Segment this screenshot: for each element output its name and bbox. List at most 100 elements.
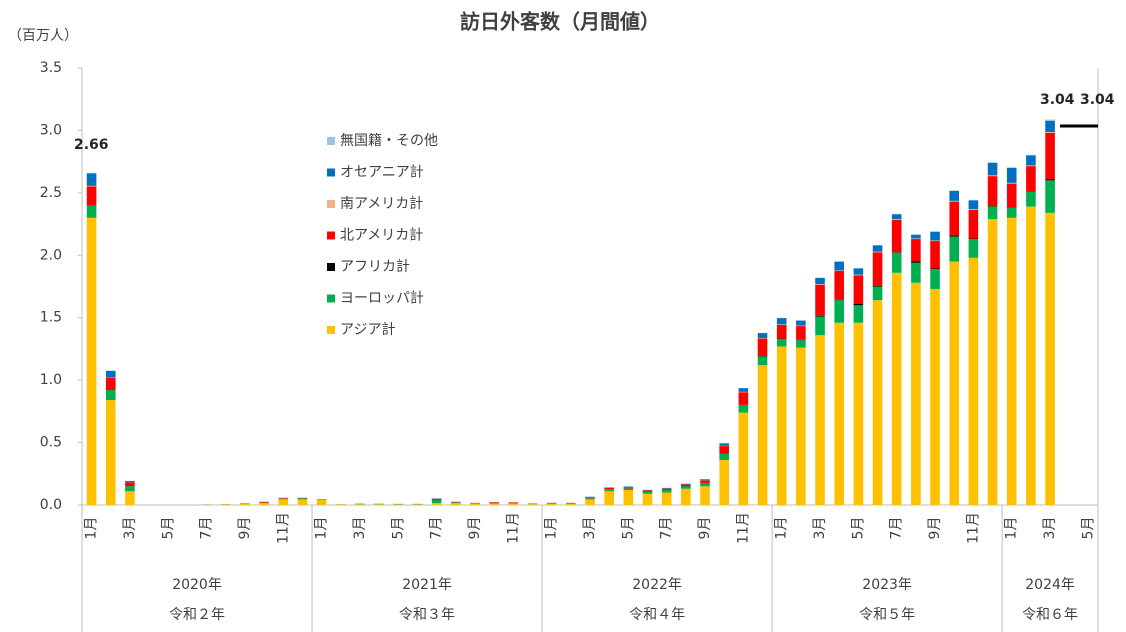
y-tick-label: 1.5 (40, 310, 62, 326)
bar-segment (815, 284, 825, 316)
bar-segment (1006, 207, 1017, 218)
bar-segment (700, 486, 710, 505)
bar-segment (968, 239, 979, 258)
x-tick-label: 3月 (582, 517, 598, 540)
bar-segment (86, 217, 97, 506)
bar-segment (125, 486, 135, 492)
bar-segment (1026, 155, 1036, 166)
bar-segment (623, 490, 634, 505)
bar-segment (930, 241, 940, 269)
era-label: 令和４年 (629, 607, 685, 623)
data-label: 3.04 (1040, 92, 1075, 108)
bar-segment (1006, 217, 1017, 506)
year-label: 2024年 (1025, 577, 1075, 593)
bar-segment (911, 239, 921, 262)
legend-swatch (327, 168, 335, 177)
bar-segment (642, 493, 653, 505)
bar-segment (431, 498, 442, 500)
bar-segment (86, 185, 97, 187)
year-label: 2022年 (632, 577, 682, 593)
bar-segment (1006, 167, 1017, 168)
bar-segment (700, 479, 710, 481)
bar-segment (585, 498, 595, 500)
bar-segment (1026, 191, 1036, 207)
bar-segment (125, 481, 135, 483)
bar-segment (834, 271, 844, 300)
bar-segment (930, 269, 940, 289)
bar-segment (815, 335, 825, 505)
x-tick-label: 5月 (1080, 517, 1096, 540)
y-tick-label: 2.5 (40, 185, 62, 201)
bar-segment (86, 173, 97, 186)
bar-segment (681, 483, 691, 485)
bar-segment (431, 503, 442, 505)
bar-segment (719, 453, 729, 461)
bar-segment (815, 284, 825, 285)
y-tick-label: 1.0 (40, 372, 62, 388)
bar-segment (1045, 212, 1055, 505)
bar-segment (757, 356, 768, 366)
bar-segment (259, 501, 269, 503)
x-tick-label: 7月 (659, 517, 675, 540)
bar-segment (930, 240, 940, 242)
bar-segment (911, 234, 921, 239)
bar-segment (872, 286, 883, 301)
bar-segment (451, 502, 461, 504)
year-label: 2023年 (862, 577, 912, 593)
bar-segment (489, 503, 499, 505)
bar-segment (815, 316, 825, 336)
legend-swatch (327, 326, 335, 334)
bar-segment (527, 504, 538, 505)
bar-segment (412, 504, 423, 505)
bar-segment (585, 497, 595, 499)
era-label: 令和５年 (859, 607, 915, 623)
x-tick-label: 7月 (199, 517, 215, 540)
bar-segment (1026, 165, 1036, 167)
y-tick-label: 3.0 (40, 122, 62, 138)
legend-swatch (327, 231, 335, 240)
bar-segment (566, 503, 576, 505)
y-tick-label: 2.0 (40, 247, 62, 263)
bar-segment (316, 500, 327, 505)
bar-segment (451, 503, 461, 505)
bar-segment (853, 268, 864, 275)
bar-segment (796, 340, 806, 348)
bar-segment (891, 252, 902, 273)
bar-segment (1026, 206, 1036, 505)
bar-segment (431, 500, 442, 504)
bar-segment (911, 282, 921, 505)
bar-segment (834, 300, 844, 323)
bar-segment (681, 488, 691, 505)
bar-segment (968, 257, 979, 505)
x-tick-label: 11月 (735, 512, 751, 544)
bar-segment (220, 504, 231, 505)
bar-segment (776, 324, 787, 339)
bar-segment (374, 504, 384, 505)
bar-segment (585, 499, 595, 505)
bar-segment (987, 176, 998, 207)
bar-segment (642, 491, 653, 494)
bar-segment (853, 275, 864, 304)
chart-title: 訪日外客数（月間値） (460, 10, 660, 34)
x-tick-label: 11月 (965, 512, 981, 544)
bar-segment (738, 412, 749, 505)
bar-segment (700, 483, 710, 487)
bar-segment (508, 503, 519, 505)
bar-segment (968, 209, 979, 210)
x-tick-label: 7月 (429, 517, 445, 540)
bar-segment (278, 499, 289, 505)
bar-segment (125, 482, 135, 487)
bar-segment (1045, 120, 1055, 133)
bar-segment (891, 219, 902, 253)
bar-segment (853, 274, 864, 276)
bar-segment (240, 504, 250, 505)
legend-swatch (327, 137, 335, 145)
y-tick-label: 3.5 (40, 60, 62, 76)
bar-segment (1006, 183, 1017, 208)
legend-swatch (327, 263, 335, 271)
bar-segment (393, 504, 404, 505)
bar-segment (1045, 180, 1055, 213)
bar-segment (661, 488, 672, 490)
bar-segment (987, 175, 998, 177)
